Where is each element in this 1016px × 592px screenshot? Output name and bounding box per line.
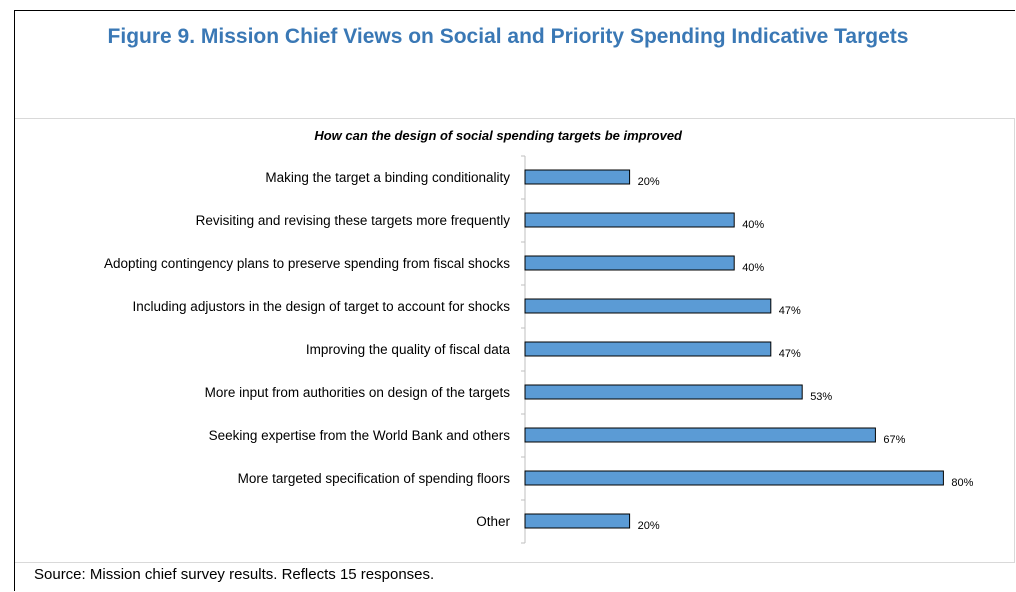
data-label: 40% bbox=[742, 262, 764, 274]
data-label: 47% bbox=[779, 348, 801, 360]
y-axis-ticks bbox=[521, 155, 525, 544]
data-label: 20% bbox=[638, 176, 660, 188]
data-label: 80% bbox=[951, 477, 973, 489]
data-label: 67% bbox=[883, 434, 905, 446]
data-label: 20% bbox=[638, 520, 660, 532]
category-label: Adopting contingency plans to preserve s… bbox=[104, 256, 510, 271]
figure-title: Figure 9. Mission Chief Views on Social … bbox=[107, 25, 909, 48]
bar bbox=[524, 169, 631, 185]
category-label: Other bbox=[476, 514, 510, 529]
data-labels: 20% 40% 40% 47% 47% 53% 67% 80% 20% bbox=[638, 176, 974, 532]
bar bbox=[524, 341, 772, 357]
bar bbox=[524, 255, 735, 271]
data-label: 40% bbox=[742, 219, 764, 231]
bar bbox=[524, 427, 876, 443]
data-label: 47% bbox=[779, 305, 801, 317]
bar bbox=[524, 384, 803, 400]
chart-title: How can the design of social spending ta… bbox=[314, 128, 682, 143]
bar bbox=[524, 470, 944, 486]
category-label: Improving the quality of fiscal data bbox=[306, 342, 511, 357]
figure-frame bbox=[14, 10, 1015, 591]
category-label: Making the target a binding conditionali… bbox=[265, 170, 510, 185]
bar bbox=[524, 212, 735, 228]
source-note: Source: Mission chief survey results. Re… bbox=[34, 566, 435, 583]
bar bbox=[524, 298, 772, 314]
bars bbox=[524, 169, 944, 529]
bar bbox=[524, 513, 631, 529]
chart-area bbox=[15, 118, 1015, 563]
category-label: More targeted specification of spending … bbox=[238, 471, 511, 486]
category-label: More input from authorities on design of… bbox=[205, 385, 511, 400]
category-labels: Making the target a binding conditionali… bbox=[104, 170, 510, 529]
data-label: 53% bbox=[810, 391, 832, 403]
category-label: Seeking expertise from the World Bank an… bbox=[209, 428, 511, 443]
category-label: Revisiting and revising these targets mo… bbox=[196, 213, 511, 228]
category-label: Including adjustors in the design of tar… bbox=[133, 299, 511, 314]
